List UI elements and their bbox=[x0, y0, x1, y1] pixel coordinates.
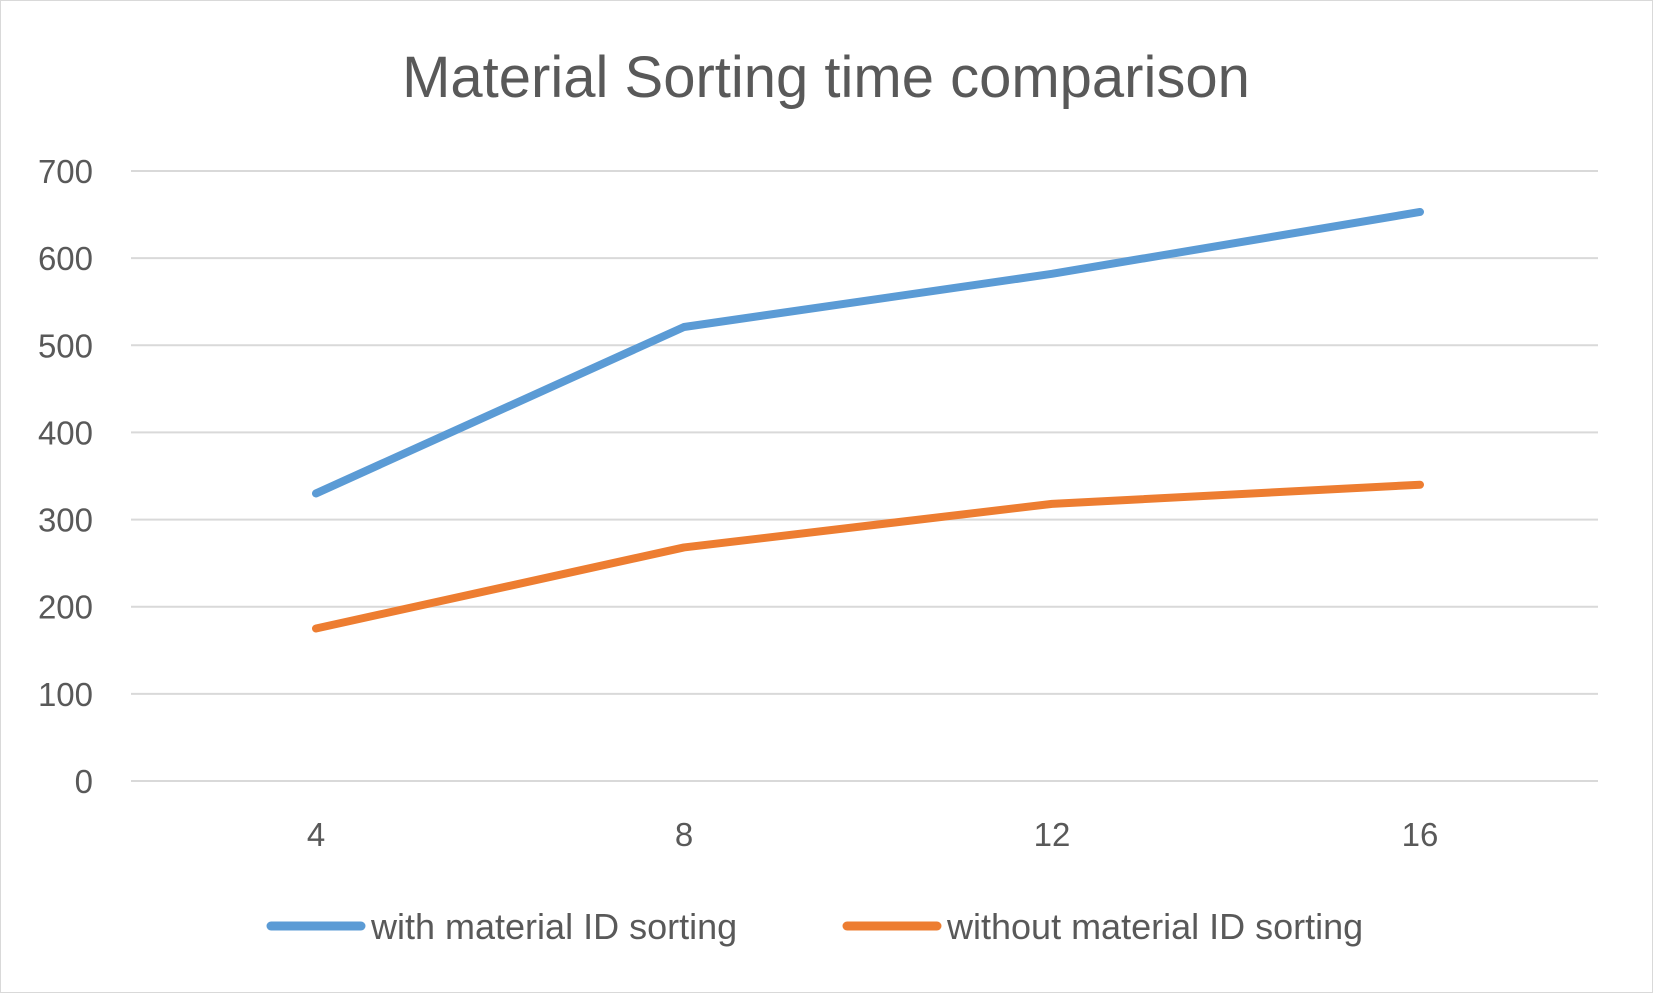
series-line-1 bbox=[312, 207, 1424, 498]
y-axis-ticks: 0 100 200 300 400 500 600 700 bbox=[38, 153, 93, 800]
chart-title: Material Sorting time comparison bbox=[402, 45, 1250, 110]
x-tick-label: 4 bbox=[307, 816, 325, 853]
x-tick-label: 8 bbox=[675, 816, 693, 853]
y-tick-label: 0 bbox=[75, 763, 93, 800]
y-tick-label: 100 bbox=[38, 676, 93, 713]
legend-label: with material ID sorting bbox=[370, 906, 737, 947]
series-lines bbox=[312, 207, 1424, 633]
x-tick-label: 12 bbox=[1034, 816, 1071, 853]
y-tick-label: 300 bbox=[38, 502, 93, 539]
x-axis-ticks: 4 8 12 16 bbox=[307, 816, 1439, 853]
x-tick-label: 16 bbox=[1402, 816, 1439, 853]
y-tick-label: 200 bbox=[38, 589, 93, 626]
y-tick-label: 700 bbox=[38, 153, 93, 190]
gridlines bbox=[131, 170, 1598, 782]
y-tick-label: 400 bbox=[38, 414, 93, 451]
legend: with material ID sorting without material… bbox=[266, 906, 1363, 947]
legend-label: without material ID sorting bbox=[946, 906, 1363, 947]
y-tick-label: 600 bbox=[38, 240, 93, 277]
y-tick-label: 500 bbox=[38, 327, 93, 364]
series-line-2 bbox=[312, 480, 1424, 633]
